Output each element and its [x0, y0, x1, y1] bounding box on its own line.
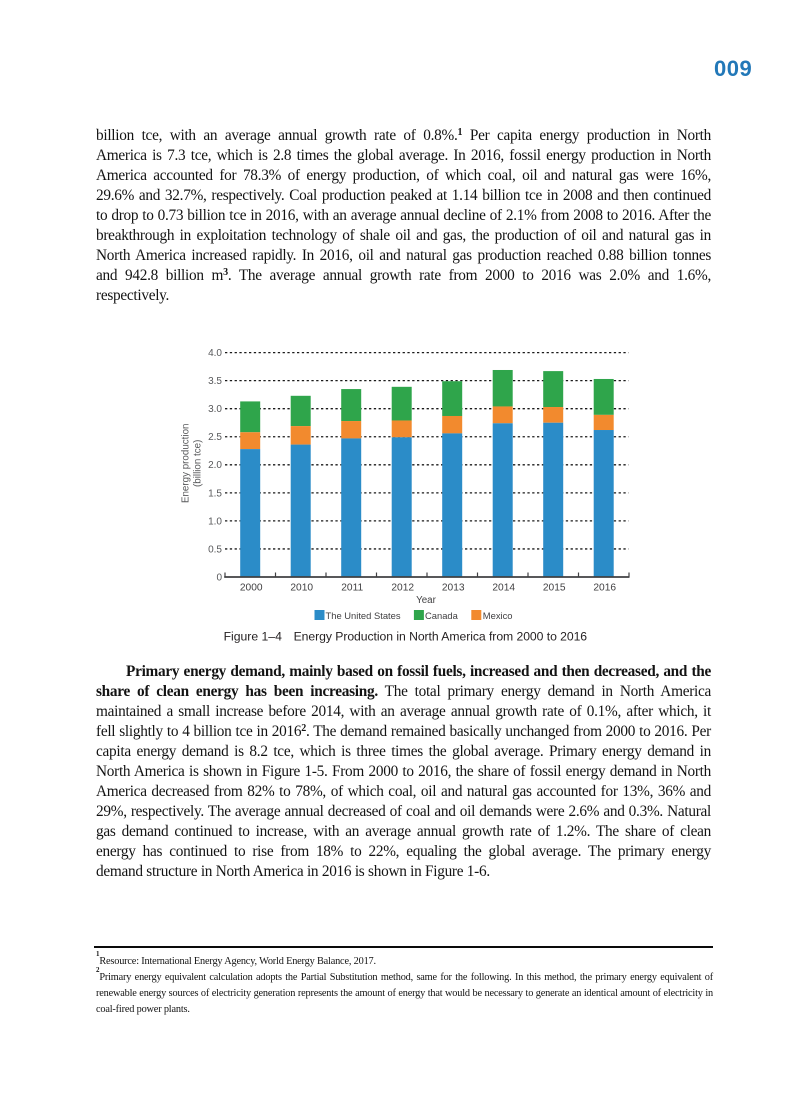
svg-text:2000: 2000	[240, 582, 263, 593]
svg-text:1.0: 1.0	[208, 516, 222, 527]
svg-text:1.5: 1.5	[208, 488, 222, 499]
svg-text:3.0: 3.0	[208, 404, 222, 415]
svg-text:Mexico: Mexico	[483, 610, 513, 621]
svg-text:3.5: 3.5	[208, 376, 222, 387]
svg-text:2015: 2015	[543, 582, 566, 593]
svg-text:2013: 2013	[442, 582, 465, 593]
svg-text:Canada: Canada	[425, 610, 459, 621]
svg-text:2.5: 2.5	[208, 432, 222, 443]
svg-text:Energy production: Energy production	[181, 424, 192, 504]
svg-text:2.0: 2.0	[208, 460, 222, 471]
svg-text:Figure 1–4: Figure 1–4	[224, 630, 282, 644]
svg-text:2012: 2012	[391, 582, 414, 593]
svg-text:2010: 2010	[290, 582, 313, 593]
svg-text:0: 0	[216, 572, 222, 583]
svg-text:(billion tce): (billion tce)	[193, 440, 204, 487]
svg-text:2014: 2014	[492, 582, 515, 593]
svg-text:2011: 2011	[341, 582, 363, 593]
svg-text:2016: 2016	[593, 582, 616, 593]
svg-text:Year: Year	[416, 595, 437, 606]
svg-text:0.5: 0.5	[208, 544, 222, 555]
svg-text:4.0: 4.0	[208, 348, 222, 359]
svg-text:The United States: The United States	[326, 610, 401, 621]
svg-text:Energy Production in North Ame: Energy Production in North America from …	[294, 630, 588, 644]
